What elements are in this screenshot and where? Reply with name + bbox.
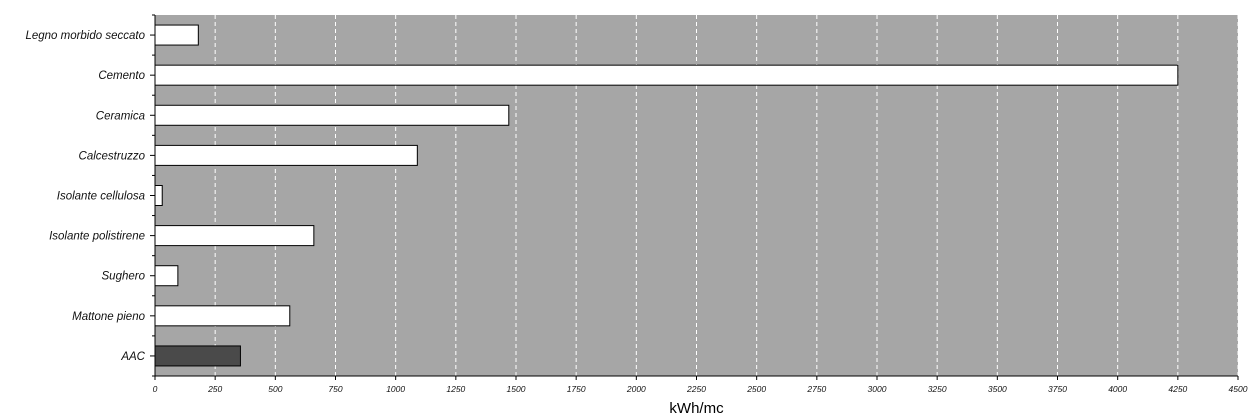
category-label: Ceramica — [96, 110, 145, 122]
bar-legno-morbido-seccato — [154, 24, 199, 46]
x-tick-label: 2000 — [626, 384, 646, 394]
category-label: Mattone pieno — [72, 311, 145, 323]
x-tick-label: 4500 — [1229, 384, 1248, 394]
bar-sughero — [154, 265, 179, 287]
category-label: Sughero — [102, 271, 146, 283]
x-axis-title: kWh/mc — [669, 400, 724, 417]
x-tick-label: 0 — [153, 384, 158, 394]
bar-ceramica — [154, 104, 510, 126]
category-label: Calcestruzzo — [79, 150, 146, 162]
x-tick-label: 3500 — [988, 384, 1007, 394]
bars — [154, 24, 1179, 367]
x-tick-label: 4250 — [1168, 384, 1187, 394]
x-tick-label: 2500 — [746, 384, 766, 394]
bar-mattone-pieno — [154, 305, 291, 327]
x-tick-label: 1500 — [507, 384, 526, 394]
bar-cemento — [154, 64, 1179, 86]
x-tick-label: 3750 — [1048, 384, 1067, 394]
labels: 0 250 500 750 1000 1250 1500 1750 2000 2250 2500 27… — [25, 30, 1247, 394]
x-tick-label: 750 — [328, 384, 342, 394]
bar-isolante-cellulosa — [154, 185, 163, 206]
x-tick-label: 3250 — [928, 384, 947, 394]
x-tick-label: 4000 — [1108, 384, 1127, 394]
category-label: Isolante cellulosa — [57, 191, 145, 203]
x-tick-label: 1250 — [446, 384, 465, 394]
axes — [150, 14, 1239, 380]
x-tick-label: 2750 — [806, 384, 826, 394]
x-tick-label: 2250 — [686, 384, 706, 394]
bar-aac — [154, 345, 241, 367]
bar-isolante-polistirene — [154, 225, 315, 247]
category-label: Isolante polistirene — [49, 231, 145, 243]
category-label: Legno morbido seccato — [25, 30, 145, 42]
x-tick-label: 250 — [207, 384, 222, 394]
x-tick-label: 1750 — [567, 384, 586, 394]
x-tick-label: 3000 — [868, 384, 887, 394]
bar-calcestruzzo — [154, 144, 418, 166]
x-tick-label: 500 — [268, 384, 282, 394]
category-label: AAC — [120, 351, 145, 363]
x-tick-label: 1000 — [386, 384, 405, 394]
category-label: Cemento — [98, 70, 145, 82]
